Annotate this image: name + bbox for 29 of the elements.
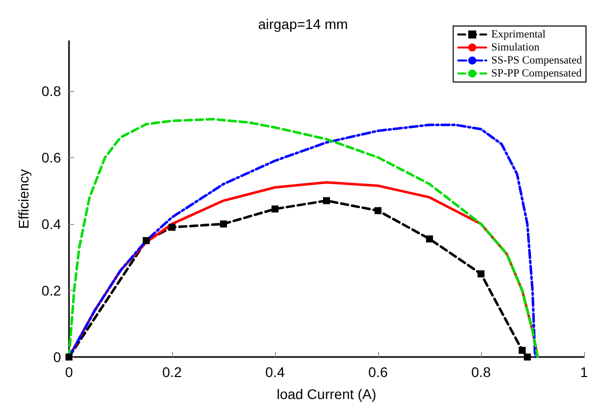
point — [220, 220, 227, 228]
x-tick-label: 0.4 — [265, 364, 285, 380]
x-tick-label: 0.6 — [368, 364, 388, 380]
legend-label: SS-PS Compensated — [491, 54, 582, 66]
x-tick-label: 0.8 — [471, 364, 491, 380]
y-tick-label: 0.4 — [42, 216, 62, 232]
y-axis-title: Efficiency — [16, 169, 32, 229]
legend-label: Simulation — [491, 42, 540, 54]
point — [524, 354, 531, 360]
point — [272, 205, 278, 212]
point — [142, 237, 150, 244]
x-tick-label: 1 — [580, 364, 588, 380]
y-tick-label: 0.8 — [42, 82, 62, 99]
x-axis-title: load Current (A) — [276, 386, 376, 402]
chart-title: airgap=14 mm — [258, 16, 348, 32]
legend-label: SP-PP Compensated — [491, 68, 582, 80]
point — [66, 354, 72, 360]
point — [426, 235, 433, 242]
legend-label: Exprimental — [491, 28, 546, 40]
point — [518, 346, 526, 354]
point — [168, 224, 176, 231]
point — [478, 270, 484, 278]
point — [323, 197, 330, 204]
y-tick-label: 0.6 — [42, 149, 62, 166]
x-tick-label: 0.2 — [162, 364, 182, 380]
point — [374, 207, 382, 214]
x-tick-label: 0 — [65, 364, 74, 380]
y-tick-label: 0 — [53, 349, 62, 365]
y-tick-label: 0.2 — [42, 282, 62, 298]
